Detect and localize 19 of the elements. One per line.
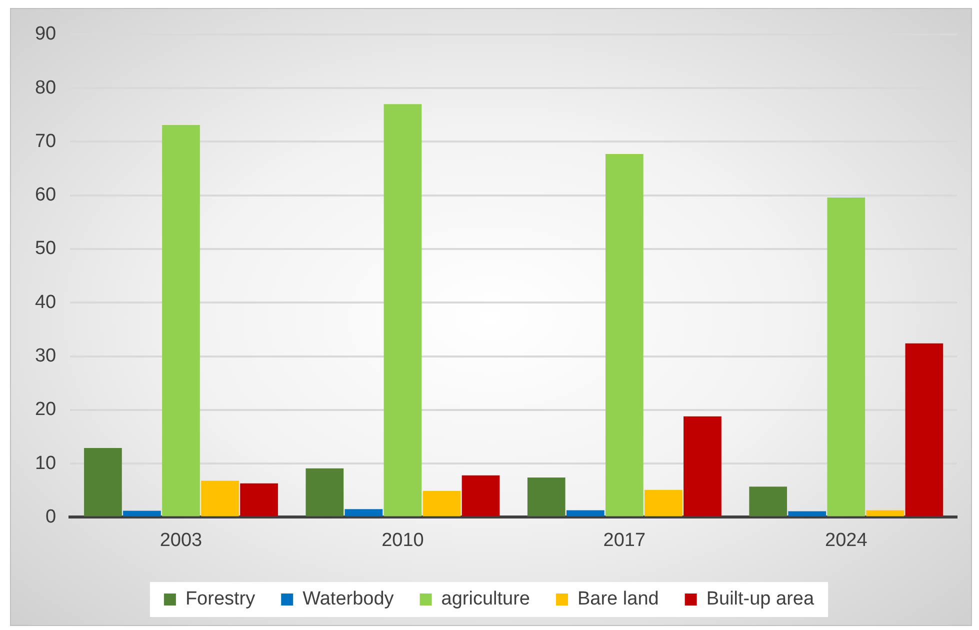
y-tick-label: 90 bbox=[34, 24, 56, 45]
y-tick-label: 50 bbox=[34, 238, 56, 260]
y-tick-label: 70 bbox=[34, 130, 56, 152]
x-tick-label: 2010 bbox=[382, 530, 424, 551]
y-tick-label: 10 bbox=[34, 452, 56, 474]
legend-label: Waterbody bbox=[302, 588, 394, 610]
y-tick-label: 30 bbox=[34, 346, 56, 366]
x-tick-label: 2017 bbox=[603, 530, 646, 551]
legend-label: Forestry bbox=[185, 588, 256, 610]
legend-label: Bare land bbox=[577, 588, 659, 610]
y-tick-label: 40 bbox=[34, 292, 56, 313]
legend-label: agriculture bbox=[441, 588, 530, 610]
y-tick-label: 20 bbox=[34, 399, 56, 420]
x-tick-label: 2024 bbox=[825, 530, 868, 551]
x-tick-label: 2003 bbox=[160, 530, 202, 551]
y-tick-label: 60 bbox=[34, 184, 56, 206]
legend-label: Built-up area bbox=[706, 588, 814, 610]
y-tick-label: 80 bbox=[34, 77, 56, 98]
y-tick-label: 0 bbox=[46, 506, 56, 528]
